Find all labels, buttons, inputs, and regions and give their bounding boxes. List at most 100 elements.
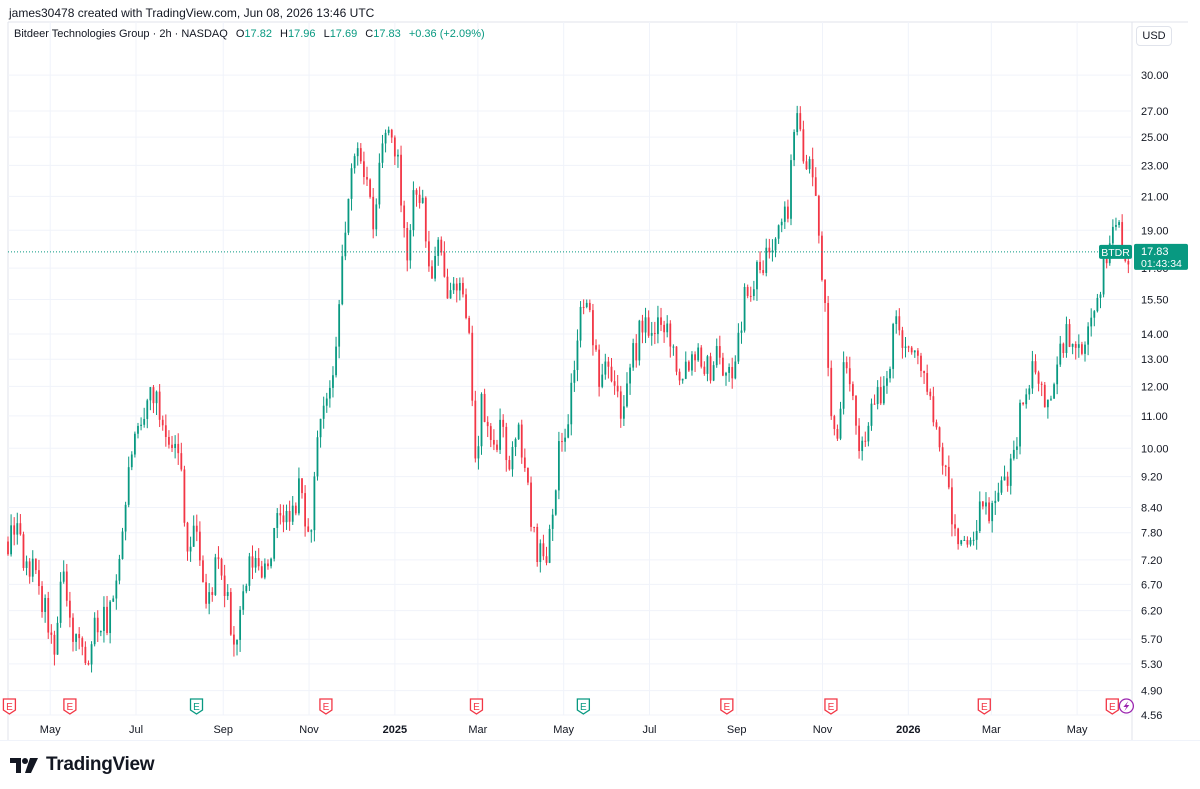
candle-body bbox=[424, 197, 427, 242]
candle-body bbox=[672, 346, 675, 348]
candle-body bbox=[839, 408, 842, 439]
earnings-event-icon[interactable]: E bbox=[2, 698, 17, 715]
candle-body bbox=[112, 598, 115, 602]
candle-body bbox=[492, 439, 495, 445]
earnings-event-icon[interactable]: E bbox=[319, 698, 333, 715]
candle-body bbox=[81, 638, 84, 647]
candle-body bbox=[180, 453, 183, 470]
candle-body bbox=[972, 539, 975, 541]
candle-body bbox=[783, 206, 786, 222]
candle-body bbox=[641, 320, 644, 333]
candle-body bbox=[604, 361, 607, 375]
candle-body bbox=[279, 513, 282, 516]
earnings-event-icon[interactable]: E bbox=[720, 698, 734, 715]
candle-body bbox=[13, 525, 16, 535]
earnings-event-badge bbox=[977, 698, 991, 715]
candle-body bbox=[728, 367, 731, 373]
candle-body bbox=[1093, 311, 1096, 318]
last-price-label: 17.83 bbox=[1141, 246, 1169, 258]
candle-body bbox=[653, 332, 656, 335]
candle-body bbox=[7, 541, 9, 555]
candle-body bbox=[561, 441, 563, 443]
earnings-event-icon[interactable]: E bbox=[824, 698, 838, 715]
candle-body bbox=[25, 561, 28, 568]
candle-body bbox=[991, 503, 994, 522]
candle-body bbox=[189, 546, 192, 552]
earnings-event-icon[interactable]: E bbox=[977, 698, 991, 715]
candle-body bbox=[947, 466, 950, 488]
candle-body bbox=[75, 634, 77, 642]
earnings-event-icon[interactable]: E bbox=[576, 698, 591, 715]
candle-body bbox=[1046, 399, 1049, 408]
split-event-icon[interactable] bbox=[1118, 698, 1135, 714]
candle-body bbox=[718, 346, 721, 358]
candle-body bbox=[1118, 222, 1120, 225]
candle-body bbox=[790, 160, 792, 219]
candle-body bbox=[502, 419, 505, 427]
earnings-event-icon[interactable]: E bbox=[63, 698, 77, 715]
candle-body bbox=[437, 239, 440, 256]
candle-body bbox=[260, 566, 263, 578]
candle-body bbox=[267, 563, 269, 567]
candle-body bbox=[446, 276, 449, 299]
candle-body bbox=[483, 393, 486, 422]
candle-body bbox=[722, 357, 724, 376]
tradingview-logo[interactable]: TradingView bbox=[10, 754, 155, 776]
candle-body bbox=[740, 330, 743, 333]
candle-body bbox=[171, 444, 173, 448]
candle-body bbox=[161, 419, 164, 426]
candle-body bbox=[731, 367, 734, 379]
earnings-event-icon[interactable]: E bbox=[1105, 698, 1119, 715]
candle-body bbox=[257, 558, 260, 567]
candle-body bbox=[458, 282, 461, 291]
candle-body bbox=[202, 560, 204, 583]
candle-body bbox=[310, 530, 313, 532]
candle-body bbox=[93, 617, 96, 645]
candle-body bbox=[1037, 372, 1040, 384]
candle-body bbox=[263, 563, 266, 578]
earnings-event-badge bbox=[720, 698, 734, 715]
candle-body bbox=[1031, 361, 1034, 389]
candle-body bbox=[421, 197, 424, 204]
candle-body bbox=[397, 154, 399, 157]
earnings-event-icon[interactable]: E bbox=[469, 698, 484, 715]
candle-body bbox=[951, 487, 953, 525]
y-tick-label: 23.00 bbox=[1141, 160, 1169, 172]
bar-countdown-label: 01:43:34 bbox=[1141, 258, 1182, 270]
candle-body bbox=[288, 510, 291, 522]
candle-body bbox=[592, 310, 594, 346]
candle-body bbox=[932, 396, 935, 423]
candle-body bbox=[96, 617, 99, 633]
candle-body bbox=[595, 345, 597, 350]
candle-body bbox=[876, 387, 879, 405]
candle-body bbox=[669, 323, 672, 347]
candle-body bbox=[520, 424, 523, 458]
candle-body bbox=[341, 256, 344, 305]
candle-body bbox=[517, 424, 520, 440]
candle-body bbox=[319, 418, 322, 438]
candle-body bbox=[870, 403, 873, 426]
candle-body bbox=[1006, 476, 1009, 486]
candle-body bbox=[1034, 361, 1037, 373]
created-by-line: james30478 created with TradingView.com,… bbox=[9, 6, 375, 20]
candle-body bbox=[706, 356, 709, 374]
x-tick-label: Sep bbox=[213, 724, 233, 736]
candle-body bbox=[551, 514, 554, 529]
candle-body bbox=[428, 241, 430, 267]
candle-body bbox=[103, 606, 105, 631]
candle-body bbox=[41, 586, 43, 612]
earnings-event-icon[interactable]: E bbox=[189, 698, 204, 715]
x-tick-label: May bbox=[553, 724, 574, 736]
candle-body bbox=[827, 302, 830, 368]
candle-body bbox=[836, 428, 839, 439]
candle-body bbox=[746, 286, 749, 296]
candle-body bbox=[994, 500, 997, 504]
candle-body bbox=[1022, 402, 1025, 405]
candle-body bbox=[56, 622, 59, 655]
currency-button[interactable]: USD bbox=[1136, 26, 1172, 46]
candle-body bbox=[28, 561, 31, 577]
candle-body bbox=[799, 113, 802, 130]
change-value: +0.36 (+2.09%) bbox=[408, 28, 485, 40]
x-tick-label: 2026 bbox=[896, 724, 920, 736]
